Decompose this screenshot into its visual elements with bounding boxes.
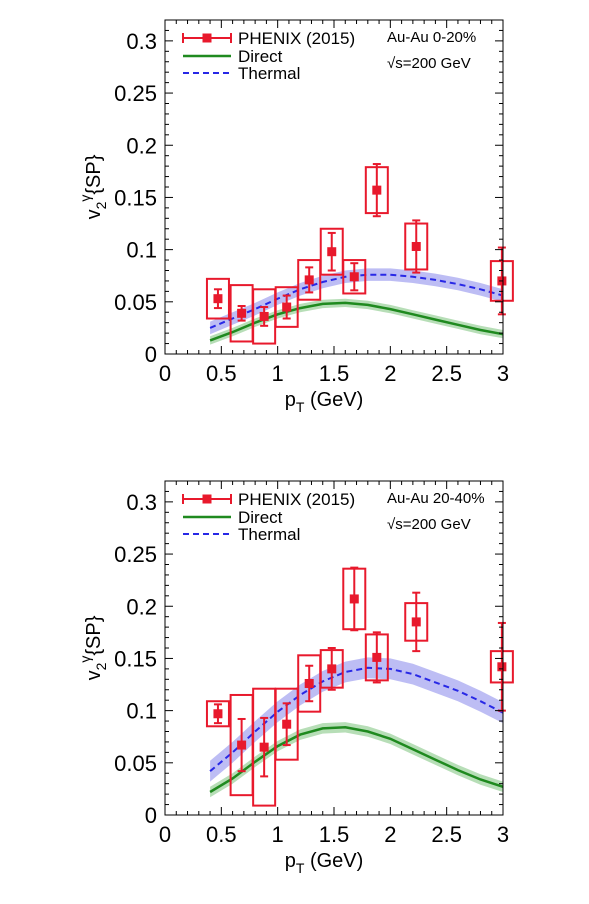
y-tick-label-0: 0 <box>145 803 157 828</box>
x-tick-label-5: 2.5 <box>431 361 462 386</box>
thermal-curve <box>209 273 504 329</box>
sys-box-0 <box>205 700 230 728</box>
direct-curve <box>209 301 504 342</box>
chart-panel-bottom: 0 0.5 1 1.5 2 2.5 3 0 0.05 0.1 0.15 0.2 0.25 0.3 v2γ{… <box>77 480 514 876</box>
x-tick-label-6: 3 <box>497 361 509 386</box>
legend-entry-direct: Direct <box>183 508 283 527</box>
legend-entry-thermal: Thermal <box>183 525 300 544</box>
data-point-8 <box>411 617 421 627</box>
data-point-5 <box>327 247 337 257</box>
data-point-4 <box>304 678 314 688</box>
data-points <box>213 163 507 327</box>
y-tick-label-6: 0.3 <box>126 29 157 54</box>
data-point-2 <box>259 311 269 321</box>
data-points <box>213 566 507 778</box>
x-axis-title: pT (GeV) <box>285 850 364 876</box>
y-tick-label-6: 0.3 <box>126 490 157 515</box>
x-tick-label-1: 0.5 <box>206 361 237 386</box>
energy-note: √s=200 GeV <box>387 516 471 533</box>
model-bands <box>210 657 503 798</box>
y-tick-label-5: 0.25 <box>114 542 157 567</box>
y-tick-label-2: 0.1 <box>126 238 157 263</box>
y-tick-label-1: 0.05 <box>114 290 157 315</box>
sys-box-0 <box>205 277 230 320</box>
data-point-6 <box>372 652 382 662</box>
legend-label-direct: Direct <box>238 47 283 66</box>
thermal-curve <box>209 666 504 772</box>
legend-label-direct: Direct <box>238 508 283 527</box>
centrality-note: Au-Au 0-20% <box>387 29 476 46</box>
x-tick-label-3: 1.5 <box>319 361 350 386</box>
data-point-3 <box>282 719 292 729</box>
legend-entry-phenix: PHENIX (2015) <box>182 29 355 48</box>
y-tick-label-1: 0.05 <box>114 751 157 776</box>
chart-panel-top: 0 0.5 1 1.5 2 2.5 3 0 0.05 0.1 0.15 0.2 0.25 0.3 v2γ{… <box>77 19 514 415</box>
y-tick-label-3: 0.15 <box>114 185 157 210</box>
data-point-4 <box>304 275 314 285</box>
sys-box-5 <box>319 227 344 276</box>
x-tick-label-2: 1 <box>272 822 284 847</box>
y-tick-label-2: 0.1 <box>126 699 157 724</box>
x-tick-label-0: 0 <box>159 822 171 847</box>
sys-box-3 <box>274 687 299 761</box>
x-tick-label-4: 2 <box>384 361 396 386</box>
data-point-7 <box>372 185 382 195</box>
data-point-1 <box>237 308 247 318</box>
legend-entry-direct: Direct <box>183 47 283 66</box>
sys-box-3 <box>274 286 299 328</box>
y-tick-label-3: 0.15 <box>114 646 157 671</box>
y-tick-label-4: 0.2 <box>126 594 157 619</box>
data-point-0 <box>213 709 223 719</box>
data-point-0 <box>213 294 223 304</box>
data-point-6 <box>349 272 359 282</box>
model-curves <box>209 273 504 342</box>
x-tick-label-6: 3 <box>497 822 509 847</box>
axis-ticks <box>164 481 504 816</box>
systematic-boxes <box>205 166 514 345</box>
y-axis-title: v2γ{SP} <box>77 154 109 219</box>
x-tick-label-3: 1.5 <box>319 822 350 847</box>
axis-ticks <box>164 20 504 355</box>
centrality-note: Au-Au 20-40% <box>387 490 485 507</box>
legend-entry-thermal: Thermal <box>183 64 300 83</box>
legend-entry-phenix: PHENIX (2015) <box>182 490 355 509</box>
energy-note: √s=200 GeV <box>387 55 471 72</box>
legend-label-phenix: PHENIX (2015) <box>238 490 355 509</box>
data-point-5 <box>327 664 337 674</box>
data-point-8 <box>411 241 421 251</box>
x-axis-title: pT (GeV) <box>285 389 364 415</box>
thermal-band <box>210 268 503 335</box>
y-tick-label-5: 0.25 <box>114 81 157 106</box>
direct-curve <box>209 726 504 794</box>
data-point-7 <box>349 594 359 604</box>
x-tick-label-1: 0.5 <box>206 822 237 847</box>
x-tick-label-0: 0 <box>159 361 171 386</box>
legend: PHENIX (2015) Direct Thermal <box>182 490 355 544</box>
legend-label-thermal: Thermal <box>238 64 300 83</box>
data-point-3 <box>282 302 292 312</box>
thermal-band <box>210 657 503 782</box>
tick-labels: 0 0.5 1 1.5 2 2.5 3 0 0.05 0.1 0.15 0.2 0.25 0.3 <box>114 29 509 386</box>
x-tick-label-2: 1 <box>272 361 284 386</box>
tick-labels: 0 0.5 1 1.5 2 2.5 3 0 0.05 0.1 0.15 0.2 0.25 0.3 <box>114 490 509 847</box>
y-axis-title: v2γ{SP} <box>77 615 109 680</box>
direct-band <box>210 722 503 798</box>
data-point-1 <box>237 740 247 750</box>
data-point-9 <box>497 662 507 672</box>
model-curves <box>209 666 504 794</box>
sys-box-6 <box>342 259 367 295</box>
legend-label-phenix: PHENIX (2015) <box>238 29 355 48</box>
legend: PHENIX (2015) Direct Thermal <box>182 29 355 83</box>
sys-box-4 <box>297 259 322 301</box>
x-tick-label-4: 2 <box>384 822 396 847</box>
y-tick-label-4: 0.2 <box>126 133 157 158</box>
data-point-2 <box>259 742 269 752</box>
x-tick-label-5: 2.5 <box>431 822 462 847</box>
y-tick-label-0: 0 <box>145 342 157 367</box>
legend-label-thermal: Thermal <box>238 525 300 544</box>
